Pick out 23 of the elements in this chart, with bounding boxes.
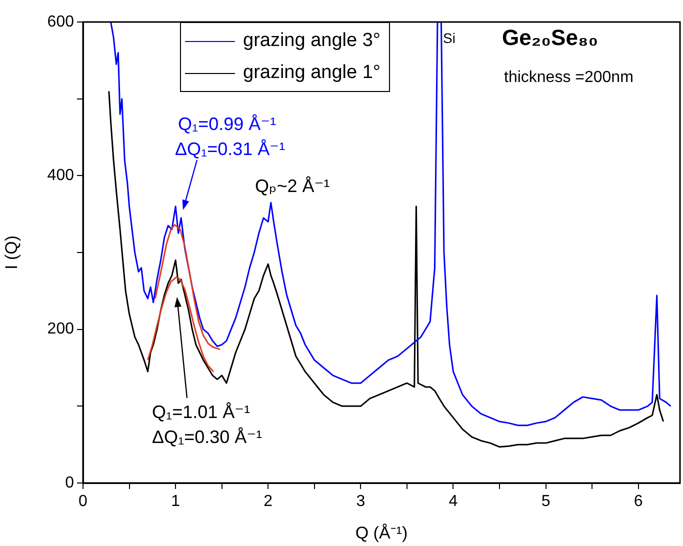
annotation: ΔQ₁=0.31 Å⁻¹ xyxy=(175,139,286,159)
y-axis-title: I (Q) xyxy=(2,236,21,270)
x-tick-label: 1 xyxy=(171,493,180,510)
x-axis-title: Q (Å⁻¹) xyxy=(355,523,408,542)
y-tick-label: 0 xyxy=(65,474,74,492)
legend-label: grazing angle 3° xyxy=(243,30,381,52)
x-tick-label: 2 xyxy=(264,493,273,510)
y-tick-label: 400 xyxy=(47,167,74,184)
annotation: Q₁=1.01 Å⁻¹ xyxy=(152,402,250,422)
chart-title: Ge₂₀Se₈₀ xyxy=(502,25,598,50)
x-tick-label: 3 xyxy=(356,493,366,510)
text: thickness =200nm xyxy=(504,69,634,86)
annotation: Si xyxy=(443,30,456,46)
legend-label: grazing angle 1° xyxy=(243,62,381,84)
annotation: Q₁=0.99 Å⁻¹ xyxy=(178,114,276,134)
x-tick-label: 0 xyxy=(78,493,88,510)
x-tick-label: 6 xyxy=(634,493,643,510)
y-tick-label: 600 xyxy=(47,13,74,30)
x-tick-label: 5 xyxy=(541,493,550,510)
annotation: ΔQ₁=0.30 Å⁻¹ xyxy=(152,427,262,447)
x-tick-label: 4 xyxy=(448,493,458,510)
y-tick-label: 200 xyxy=(47,320,74,338)
annotation: Qₚ~2 Å⁻¹ xyxy=(255,176,330,196)
